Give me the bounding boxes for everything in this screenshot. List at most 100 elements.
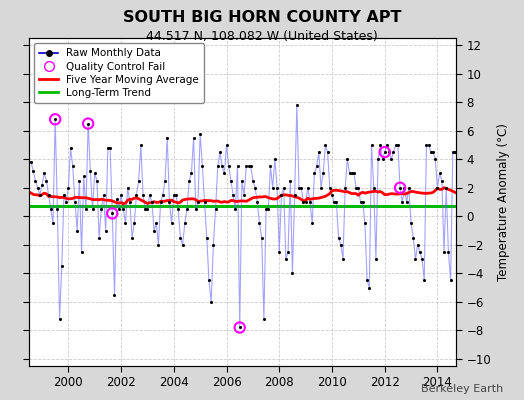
Point [75,178,83,184]
Point [244,163,253,170]
Point [321,142,330,148]
Point [227,178,235,184]
Point [271,156,279,162]
Point [38,182,46,188]
Point [89,206,97,212]
Point [126,199,134,205]
Point [240,192,248,198]
Point [405,184,413,191]
Point [216,149,224,155]
Point [435,170,444,177]
Point [31,178,40,184]
Point [332,199,341,205]
Point [181,220,189,226]
Point [464,178,472,184]
Point [183,206,191,212]
Point [284,249,292,255]
Point [394,142,402,148]
Point [451,149,459,155]
Point [253,199,261,205]
Legend: Raw Monthly Data, Quality Control Fail, Five Year Moving Average, Long-Term Tren: Raw Monthly Data, Quality Control Fail, … [34,43,204,103]
Point [354,184,363,191]
Point [424,142,433,148]
Point [347,170,356,177]
Point [358,199,367,205]
Point [387,156,396,162]
Point [47,206,55,212]
Point [279,184,288,191]
Point [95,234,103,241]
Point [119,206,127,212]
Point [251,184,259,191]
Point [102,227,110,234]
Point [196,130,204,137]
Point [209,242,217,248]
Point [411,256,420,262]
Point [319,170,328,177]
Point [84,120,92,127]
Point [86,168,94,174]
Point [407,220,415,226]
Point [235,324,244,331]
Point [367,142,376,148]
Point [343,156,352,162]
Point [211,206,220,212]
Point [396,184,405,191]
Point [220,170,228,177]
Point [135,178,143,184]
Point [297,184,305,191]
Point [154,242,162,248]
Point [277,192,286,198]
Point [303,184,312,191]
Point [82,206,90,212]
Point [257,234,266,241]
Point [336,242,345,248]
Point [286,178,294,184]
Point [365,284,374,291]
Point [290,192,299,198]
Point [249,178,257,184]
Point [246,163,255,170]
Point [385,149,394,155]
Point [69,163,77,170]
Point [45,192,53,198]
Point [124,184,132,191]
Point [214,163,222,170]
Point [106,145,114,151]
Point [238,178,246,184]
Point [113,196,121,202]
Point [143,206,151,212]
Point [117,192,125,198]
Point [194,199,202,205]
Point [282,256,290,262]
Point [275,249,283,255]
Point [317,184,325,191]
Point [146,192,154,198]
Point [187,170,195,177]
Point [73,227,81,234]
Point [192,206,200,212]
Point [203,234,211,241]
Point [420,277,429,284]
Point [56,316,64,322]
Point [67,145,75,151]
Point [308,220,316,226]
Point [172,192,180,198]
Point [163,135,171,141]
Point [62,199,70,205]
Point [273,184,281,191]
Point [222,142,231,148]
Point [268,184,277,191]
Point [60,192,68,198]
Point [34,184,42,191]
Point [301,199,310,205]
Point [205,277,213,284]
Point [100,192,108,198]
Point [345,170,354,177]
Point [325,184,334,191]
Text: Berkeley Earth: Berkeley Earth [421,384,503,394]
Point [431,156,440,162]
Point [288,270,297,276]
Point [218,163,226,170]
Point [391,142,400,148]
